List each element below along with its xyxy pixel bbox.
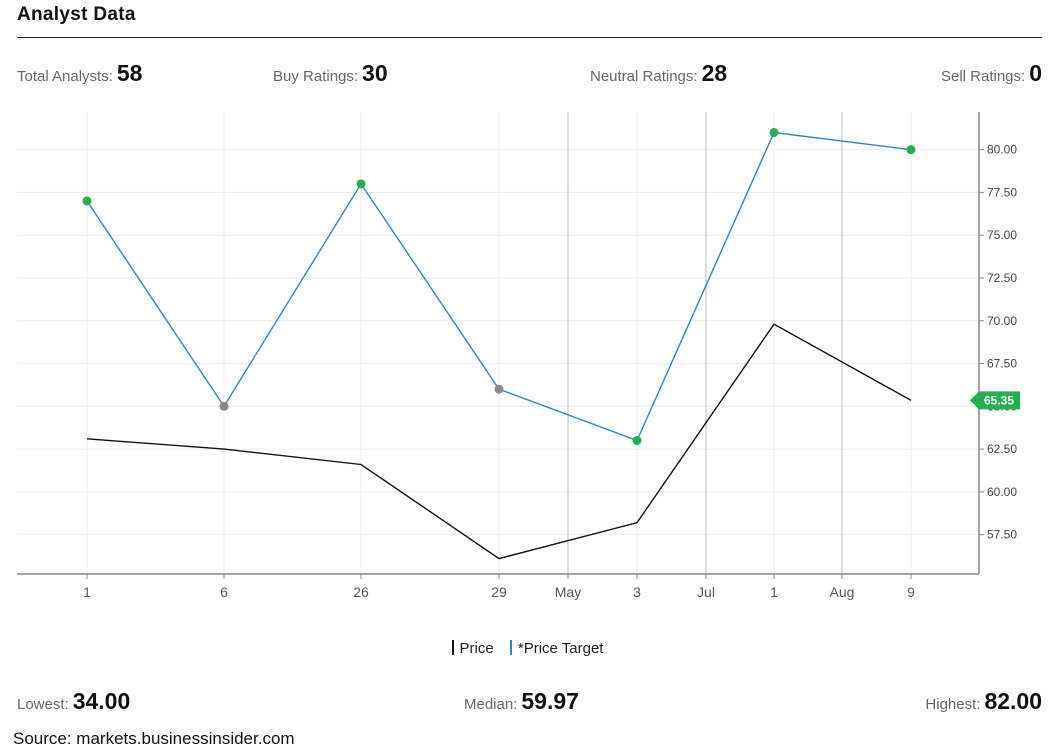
- stat-label: Neutral Ratings:: [590, 68, 698, 85]
- stat-label: Lowest:: [17, 696, 69, 713]
- price-target-point: [632, 436, 642, 446]
- legend-label: *Price Target: [517, 640, 604, 657]
- stat-total-analysts: Total Analysts: 58: [17, 60, 142, 87]
- price-target-point: [906, 145, 916, 155]
- stat-median: Median: 59.97: [464, 688, 579, 715]
- stat-value: 82.00: [984, 688, 1042, 714]
- analyst-chart: 57.5060.0062.5065.0067.5070.0072.5075.00…: [17, 112, 1020, 600]
- current-price-tag: [970, 391, 1020, 410]
- stat-value: 30: [362, 60, 388, 86]
- stat-value: 58: [116, 60, 143, 86]
- stat-value: 0: [1029, 60, 1042, 86]
- series-line-price: [86, 323, 912, 560]
- stat-label: Median:: [464, 696, 518, 713]
- legend-swatch-price: [451, 640, 454, 655]
- stat-value: 28: [701, 60, 728, 86]
- legend-label: Price: [459, 640, 494, 657]
- stat-label: Total Analysts:: [17, 68, 113, 85]
- y-tick-label: 80.00: [987, 143, 1017, 157]
- x-tick-label: 26: [353, 584, 369, 600]
- stat-sell-ratings: Sell Ratings: 0: [941, 60, 1042, 87]
- x-tick-label: Aug: [830, 584, 855, 600]
- y-tick-label: 57.50: [987, 528, 1017, 542]
- stat-value: 34.00: [72, 688, 131, 714]
- stat-label: Sell Ratings:: [940, 68, 1026, 85]
- y-tick-label: 67.50: [987, 357, 1017, 371]
- y-tick-label: 72.50: [987, 271, 1017, 285]
- stat-value: 59.97: [521, 688, 579, 714]
- price-target-point: [219, 401, 229, 411]
- y-tick-label: 60.00: [987, 485, 1017, 499]
- section-title: Analyst Data: [17, 4, 136, 25]
- x-tick-label: 29: [491, 584, 507, 600]
- price-target-point: [82, 196, 92, 206]
- price-target-point: [494, 384, 504, 394]
- x-tick-label: 1: [770, 584, 778, 600]
- stat-label: Highest:: [925, 696, 981, 713]
- y-tick-label: 62.50: [987, 442, 1017, 456]
- legend-item-price[interactable]: Price: [451, 640, 494, 657]
- current-price-label: 65.35: [984, 393, 1014, 407]
- source-note: Source: markets.businessinsider.com: [13, 729, 295, 748]
- chart-legend: Price *Price Target: [0, 640, 1055, 657]
- x-tick-label: Jul: [697, 584, 715, 600]
- stat-label: Buy Ratings:: [273, 68, 359, 85]
- y-tick-label: 75.00: [987, 228, 1017, 242]
- x-tick-label: 3: [633, 584, 641, 600]
- x-tick-label: 1: [83, 584, 91, 600]
- legend-item-price-target[interactable]: *Price Target: [509, 640, 604, 657]
- title-divider: [17, 37, 1042, 38]
- stat-highest: Highest: 82.00: [925, 688, 1042, 715]
- stat-neutral-ratings: Neutral Ratings: 28: [590, 60, 727, 87]
- x-tick-label: May: [555, 584, 581, 600]
- stat-lowest: Lowest: 34.00: [17, 688, 130, 715]
- legend-swatch-price-target: [509, 640, 512, 655]
- price-target-point: [769, 128, 779, 138]
- y-tick-label: 77.50: [987, 185, 1017, 199]
- x-tick-label: 6: [220, 584, 228, 600]
- stat-buy-ratings: Buy Ratings: 30: [273, 60, 388, 87]
- y-tick-label: 70.00: [987, 314, 1017, 328]
- price-target-point: [356, 179, 366, 189]
- x-tick-label: 9: [907, 584, 915, 600]
